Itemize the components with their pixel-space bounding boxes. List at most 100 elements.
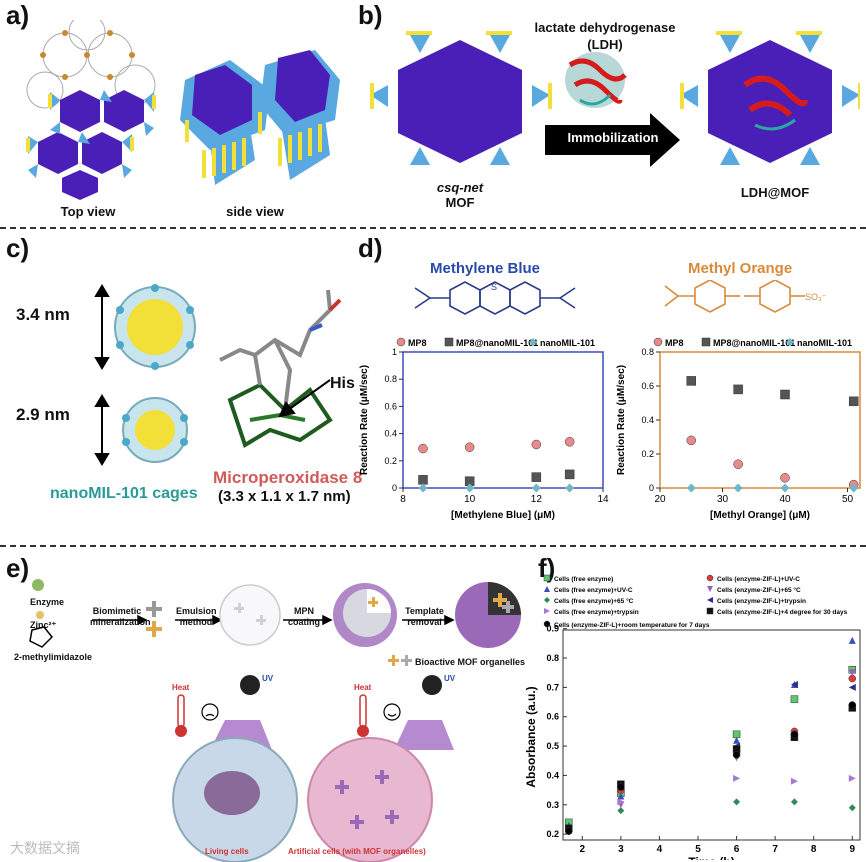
legend-marker	[396, 337, 406, 347]
cage-caption: nanoMIL-101 cages	[50, 485, 198, 502]
panel-c-label: c)	[6, 233, 30, 263]
plot-frame	[562, 629, 861, 841]
data-point	[780, 483, 790, 493]
step1b: mineralization	[90, 617, 151, 627]
process-arrows	[92, 614, 455, 626]
x-axis-label: [Methylene Blue] (μM)	[451, 510, 555, 521]
heat-label-1: Heat	[172, 683, 190, 692]
x-axis-label: Time (h)	[688, 855, 734, 860]
x-tick-label: 3	[618, 844, 624, 855]
face-icons	[201, 703, 401, 721]
legend-label: Cells (free enzyme)+65 °C	[554, 597, 634, 605]
y-axis-label: Reaction Rate (μM/sec)	[616, 365, 627, 475]
size-small: 2.9 nm	[16, 405, 70, 424]
panel-a-label: a)	[6, 0, 30, 30]
legend-label: Cells (free enzyme)	[554, 576, 613, 583]
heat-label-2: Heat	[354, 683, 372, 692]
data-point	[565, 483, 575, 493]
y-tick-label: 0.5	[546, 741, 559, 751]
legend-label: Cells (enzyme-ZIF-L)+room temperature fo…	[554, 622, 710, 629]
data-point	[617, 792, 625, 800]
artificial-cell	[307, 737, 433, 862]
thermometer-icon	[175, 694, 369, 737]
x-tick-label: 30	[717, 494, 729, 505]
x-tick-label: 9	[850, 844, 856, 855]
mof-crosses	[146, 601, 162, 637]
divider-2	[0, 545, 866, 547]
legend-marker	[444, 337, 454, 347]
y-tick-label: 0.2	[641, 449, 654, 459]
x-tick-label: 14	[597, 494, 609, 505]
y-tick-label: 0.2	[546, 829, 559, 839]
data-point	[565, 827, 573, 835]
y-tick-label: 0.6	[384, 401, 397, 411]
legend-marker	[529, 338, 537, 346]
legend-label: Cells (free enzyme)+UV-C	[554, 587, 633, 594]
y-tick-label: 1	[392, 347, 397, 357]
emulsion-droplet	[219, 584, 281, 646]
x-tick-label: 6	[734, 844, 740, 855]
legend-marker	[543, 574, 551, 582]
zinc-label: Zinc²⁺	[30, 620, 57, 630]
data-point	[780, 389, 790, 400]
data-point	[848, 774, 856, 782]
side-view-3d	[180, 50, 340, 185]
legend-marker	[544, 597, 550, 603]
data-point	[733, 459, 743, 469]
top-view-caption: Top view	[60, 204, 116, 219]
mof-structure-illustration-a	[26, 20, 340, 200]
data-point	[686, 435, 696, 446]
x-tick-label: 20	[654, 494, 666, 505]
y-tick-label: 0.2	[384, 456, 397, 466]
watermark: 大数据文摘	[10, 840, 80, 856]
y-tick-label: 0.3	[546, 800, 559, 810]
data-point	[780, 473, 790, 483]
y-tick-label: 0.6	[546, 712, 559, 722]
panel-d-label: d)	[358, 233, 383, 263]
his-arrow	[278, 379, 331, 418]
data-point	[617, 783, 625, 791]
legend-marker	[707, 597, 713, 603]
mp8-molecule	[219, 289, 342, 448]
x-tick-label: 8	[811, 844, 817, 855]
mp8-dims: (3.3 x 1.1 x 1.7 nm)	[218, 488, 351, 505]
csq-net-label: csq-net	[436, 180, 484, 195]
x-tick-label: 50	[842, 494, 854, 505]
uv-label-2: UV	[444, 674, 456, 683]
step4b: removal	[407, 617, 442, 627]
plot-frame	[402, 351, 604, 489]
data-point	[531, 472, 542, 482]
data-point	[849, 483, 859, 493]
data-point	[465, 483, 475, 493]
enzyme-abbr: (LDH)	[587, 37, 623, 52]
cages-and-mp8-illustration	[94, 284, 342, 466]
legend-marker	[786, 338, 794, 346]
y-tick-label: 0.6	[641, 381, 654, 391]
y-tick-label: 0.4	[641, 415, 654, 425]
ligand-label: 2-methylimidazole	[14, 652, 93, 662]
living-cells-label: Living cells	[205, 847, 249, 856]
immobilization-arrow	[545, 113, 680, 167]
y-tick-label: 0.8	[641, 347, 654, 357]
x-tick-label: 7	[772, 844, 778, 855]
legend-label: MP8@nanoMIL-101	[713, 338, 795, 348]
data-point	[848, 683, 856, 691]
x-tick-label: 2	[580, 844, 586, 855]
mp8-title: Microperoxidase 8	[213, 468, 363, 487]
legend-marker	[544, 586, 550, 592]
chart-methylene-blue: MP8 MP8@nanoMIL-101 nanoMIL-101 8 10 12 14 0 0.2…	[359, 337, 609, 521]
uv-label-1: UV	[262, 674, 274, 683]
x-tick-label: 40	[779, 494, 791, 505]
data-point	[848, 669, 856, 677]
data-point	[564, 469, 575, 480]
enzyme-label: Enzyme	[30, 597, 65, 607]
data-point	[686, 376, 696, 386]
x-tick-label: 10	[464, 494, 476, 505]
ldh-protein-ribbon	[565, 52, 627, 108]
step2a: Emulsion	[176, 606, 217, 616]
divider-1	[0, 227, 866, 229]
legend-marker	[543, 620, 551, 628]
data-point	[733, 774, 741, 782]
y-axis-label: Reaction Rate (μM/sec)	[359, 365, 370, 475]
y-tick-label: 0	[392, 483, 397, 493]
